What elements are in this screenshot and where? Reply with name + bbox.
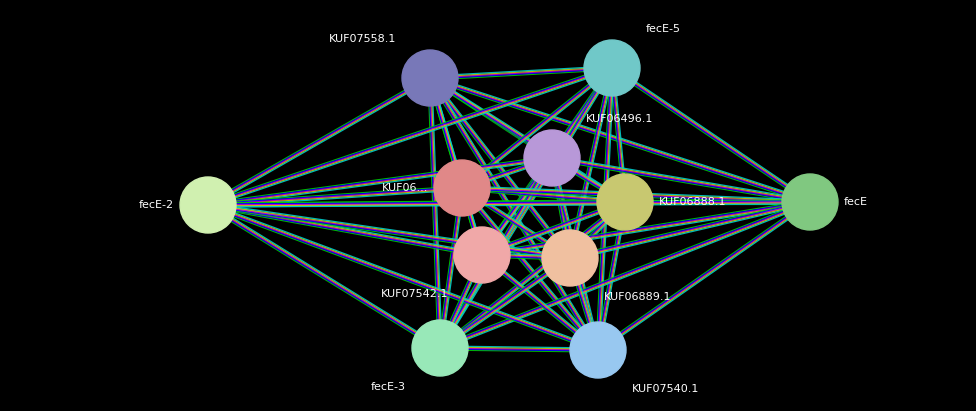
Text: KUF07542.1: KUF07542.1 [381, 289, 448, 299]
Text: fecE: fecE [844, 197, 868, 207]
Text: KUF06...: KUF06... [382, 183, 428, 193]
Text: fecE-2: fecE-2 [139, 200, 174, 210]
Circle shape [597, 174, 653, 230]
Circle shape [542, 230, 598, 286]
Text: KUF07540.1: KUF07540.1 [632, 384, 700, 394]
Circle shape [584, 40, 640, 96]
Text: KUF06888.1: KUF06888.1 [659, 197, 726, 207]
Text: KUF06496.1: KUF06496.1 [586, 114, 653, 124]
Text: fecE-3: fecE-3 [371, 382, 406, 392]
Circle shape [434, 160, 490, 216]
Circle shape [454, 227, 510, 283]
Text: fecE-5: fecE-5 [646, 24, 681, 34]
Text: KUF06889.1: KUF06889.1 [604, 292, 671, 302]
Circle shape [412, 320, 468, 376]
Circle shape [180, 177, 236, 233]
Circle shape [402, 50, 458, 106]
Circle shape [782, 174, 838, 230]
Text: KUF07558.1: KUF07558.1 [329, 34, 396, 44]
Circle shape [524, 130, 580, 186]
Circle shape [570, 322, 626, 378]
